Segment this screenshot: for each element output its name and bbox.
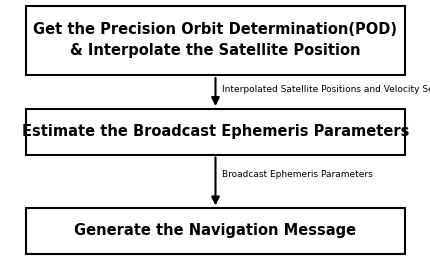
Text: Interpolated Satellite Positions and Velocity Set: Interpolated Satellite Positions and Vel… <box>221 85 430 94</box>
FancyBboxPatch shape <box>26 6 404 75</box>
Text: Broadcast Ephemeris Parameters: Broadcast Ephemeris Parameters <box>221 170 372 179</box>
Text: Generate the Navigation Message: Generate the Navigation Message <box>74 223 356 239</box>
FancyBboxPatch shape <box>26 208 404 254</box>
Text: Get the Precision Orbit Determination(POD)
& Interpolate the Satellite Position: Get the Precision Orbit Determination(PO… <box>34 22 396 58</box>
Text: Estimate the Broadcast Ephemeris Parameters: Estimate the Broadcast Ephemeris Paramet… <box>22 124 408 139</box>
FancyBboxPatch shape <box>26 109 404 155</box>
